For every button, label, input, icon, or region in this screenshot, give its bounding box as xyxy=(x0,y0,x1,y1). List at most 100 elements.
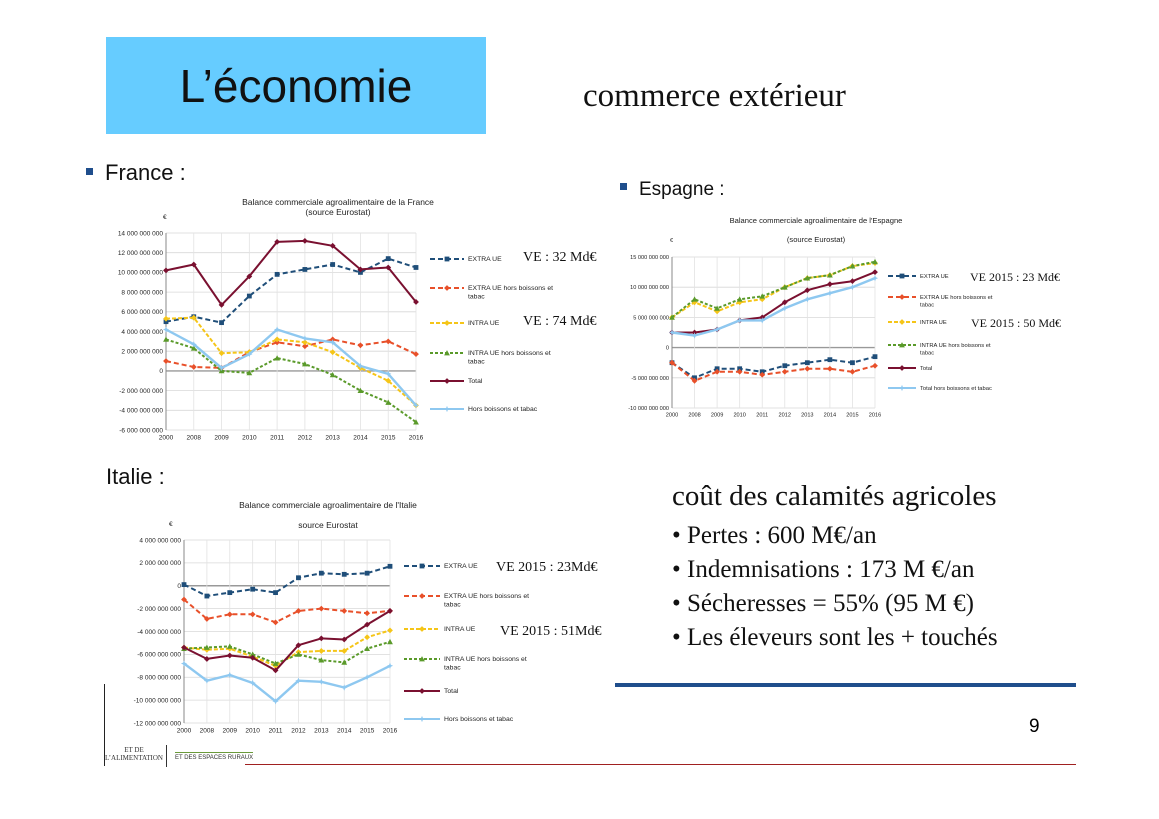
ve-annotation: VE 2015 : 50 Md€ xyxy=(971,316,1061,330)
series-intra-ue xyxy=(181,627,393,669)
series-hors-boissons-et-tabac xyxy=(162,326,420,409)
data-point xyxy=(444,256,450,262)
legend-label: INTRA UE hors boissons et tabac xyxy=(444,656,527,671)
ve-annotation: VE 2015 : 51Md€ xyxy=(500,624,602,639)
data-point xyxy=(358,270,363,275)
legend-label: INTRA UE xyxy=(444,626,476,633)
ve-annotation: VE : 32 Md€ xyxy=(523,250,597,265)
data-point xyxy=(318,635,325,642)
data-point xyxy=(412,402,420,409)
data-point xyxy=(341,648,348,654)
data-point xyxy=(781,284,788,290)
data-point xyxy=(385,399,392,405)
series-intra-ue-hors-boissons-et-tabac xyxy=(669,258,878,320)
data-point xyxy=(250,586,256,592)
chart-subtitle: (source Eurostat) xyxy=(305,207,370,217)
data-point xyxy=(272,667,279,674)
data-point xyxy=(301,339,308,346)
data-point xyxy=(827,357,833,363)
data-point xyxy=(419,563,425,569)
data-point xyxy=(364,645,371,652)
y-tick-label: -10 000 000 000 xyxy=(628,406,669,412)
series-line xyxy=(671,262,876,319)
data-point xyxy=(295,677,302,684)
data-point xyxy=(714,305,721,311)
legend-label: EXTRA UE xyxy=(444,563,478,570)
divider-blue xyxy=(615,683,1076,687)
page-number: 9 xyxy=(1029,716,1040,737)
data-point xyxy=(341,571,347,577)
data-point xyxy=(714,366,720,372)
legend-label-line: EXTRA UE hors boissons et xyxy=(920,295,993,301)
legend-label: EXTRA UE hors boissons et tabac xyxy=(444,593,529,608)
ve-annotation: VE 2015 : 23Md€ xyxy=(496,560,598,575)
series-line xyxy=(671,276,876,337)
y-tick-label: 4 000 000 000 xyxy=(139,537,181,544)
data-point xyxy=(364,621,371,628)
legend-label-line: tabac xyxy=(468,359,485,366)
x-tick-label: 2013 xyxy=(325,435,340,442)
logo-separator xyxy=(166,745,167,767)
x-tick-label: 2015 xyxy=(846,413,858,419)
calamity-heading: coût des calamités agricoles xyxy=(672,480,997,512)
x-tick-label: 2010 xyxy=(245,728,260,735)
series-total-hors-boissons-et-tabac xyxy=(668,275,879,339)
data-point xyxy=(691,377,698,384)
data-point xyxy=(669,314,675,320)
slide-title: L’économie xyxy=(179,59,413,112)
data-point xyxy=(759,293,766,299)
data-point xyxy=(826,272,833,278)
series-line xyxy=(165,316,417,407)
data-point xyxy=(249,679,256,687)
series-line xyxy=(183,662,391,703)
data-point xyxy=(341,659,348,665)
series-line xyxy=(672,271,876,334)
data-point xyxy=(218,350,225,357)
data-point xyxy=(274,355,281,361)
series-line xyxy=(671,260,876,319)
series-line xyxy=(183,610,391,672)
data-point xyxy=(272,660,279,666)
data-point xyxy=(714,368,721,375)
data-point xyxy=(181,596,187,603)
data-point xyxy=(181,644,187,651)
x-tick-label: 2008 xyxy=(688,413,700,419)
legend-label-line: EXTRA UE hors boissons et xyxy=(468,285,553,292)
data-point xyxy=(413,419,419,425)
data-point xyxy=(872,354,878,360)
data-point xyxy=(163,336,169,342)
data-point xyxy=(218,364,225,372)
x-tick-label: 2016 xyxy=(383,728,398,735)
data-point xyxy=(190,261,197,268)
data-point xyxy=(781,305,788,312)
data-point xyxy=(804,287,811,294)
y-tick-label: 2 000 000 000 xyxy=(139,560,181,567)
y-tick-label: -4 000 000 000 xyxy=(137,629,181,636)
data-point xyxy=(899,273,905,279)
spain-heading: Espagne : xyxy=(620,179,725,201)
legend-label: Total xyxy=(444,688,459,695)
legend-label: INTRA UE xyxy=(468,320,500,327)
data-point xyxy=(443,405,451,413)
data-point xyxy=(444,320,450,326)
data-point xyxy=(318,657,325,663)
x-tick-label: 2000 xyxy=(666,413,678,419)
legend-label: EXTRA UE hors boissons et tabac xyxy=(920,295,993,308)
data-point xyxy=(364,610,371,617)
data-point xyxy=(899,294,905,300)
data-point xyxy=(249,651,256,657)
data-point xyxy=(249,611,256,618)
chart-title: Balance commerciale agroalimentaire de l… xyxy=(239,500,417,510)
series-total xyxy=(669,269,878,336)
series-extra-ue-hors-boissons-et-tabac xyxy=(181,596,393,626)
data-point xyxy=(899,365,905,371)
y-tick-label: -4 000 000 000 xyxy=(119,408,163,415)
legend-label: Total xyxy=(920,366,932,372)
data-point xyxy=(826,281,833,288)
data-point xyxy=(759,369,765,375)
data-point xyxy=(180,660,188,667)
legend-label-line: tabac xyxy=(444,602,461,609)
legend-label: Total hors boissons et tabac xyxy=(920,386,992,392)
series-line xyxy=(183,640,391,665)
y-tick-label: -10 000 000 000 xyxy=(134,697,182,704)
